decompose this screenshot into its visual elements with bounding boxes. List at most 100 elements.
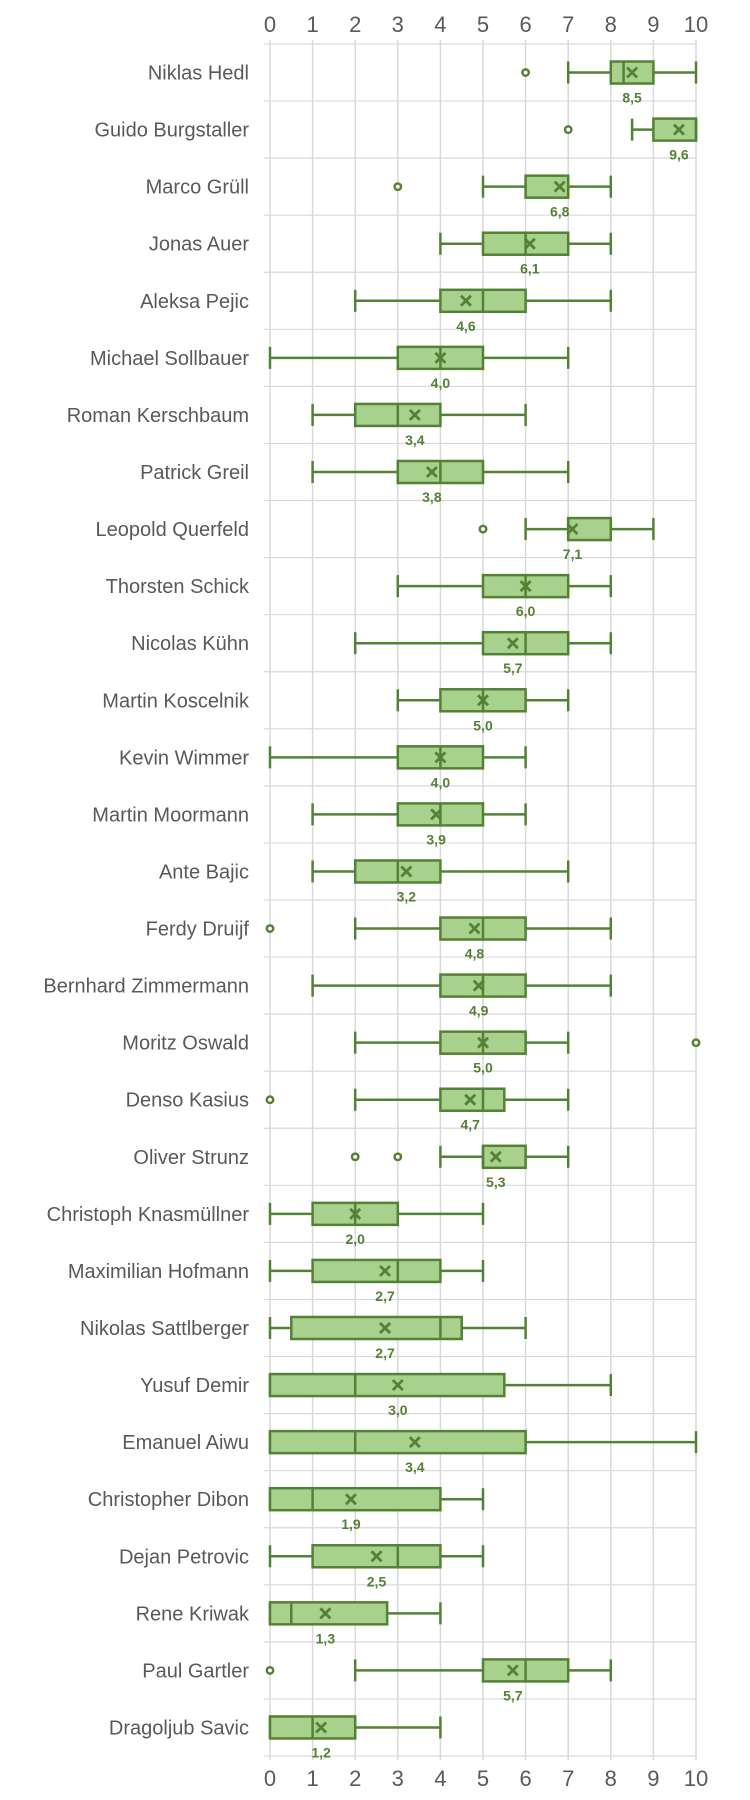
category-label: Aleksa Pejic: [140, 291, 249, 313]
mean-data-label: 5,7: [503, 1687, 523, 1703]
mean-marker: [379, 1264, 392, 1277]
x-tick-label-top: 1: [306, 12, 318, 37]
outlier-point: [265, 1095, 275, 1105]
mean-marker: [400, 865, 413, 878]
outlier-point: [691, 1038, 701, 1048]
category-label: Dejan Petrovic: [119, 1546, 249, 1568]
box-row: Kevin Wimmer 4,0: [119, 745, 527, 790]
mean-marker: [672, 123, 685, 136]
mean-marker: [477, 1036, 489, 1049]
box-row: Martin Koscelnik 5,0: [102, 688, 570, 733]
box-row: Oliver Strunz 5,3: [133, 1144, 570, 1190]
mean-marker: [408, 408, 421, 421]
category-label: Christopher Dibon: [88, 1489, 249, 1511]
box-row: Rene Kriwak 1,3: [136, 1601, 442, 1646]
x-tick-label-bottom: 7: [562, 1766, 574, 1791]
x-tick-label-top: 2: [349, 12, 361, 37]
x-tick-label-bottom: 8: [605, 1766, 617, 1791]
x-tick-label-bottom: 2: [349, 1766, 361, 1791]
mean-marker: [349, 1207, 362, 1220]
category-label: Niklas Hedl: [148, 63, 249, 85]
category-label: Martin Moormann: [92, 804, 249, 826]
mean-marker: [408, 1436, 421, 1449]
mean-marker: [434, 351, 447, 364]
mean-data-label: 5,7: [503, 660, 523, 676]
grid-layer: [264, 40, 697, 1760]
box-row: Thorsten Schick 6,0: [106, 573, 613, 619]
iqr-box: [524, 174, 570, 199]
category-label: Jonas Auer: [149, 234, 249, 256]
rows-layer: Niklas Hedl 8,5 Guido Burgstaller 9,6 Marco …: [43, 60, 701, 1760]
category-label: Denso Kasius: [126, 1090, 249, 1112]
mean-data-label: 6,0: [516, 603, 536, 619]
x-tick-label-top: 10: [684, 12, 708, 37]
x-tick-label-bottom: 3: [392, 1766, 404, 1791]
mean-data-label: 5,3: [486, 1174, 506, 1190]
x-tick-label-top: 6: [519, 12, 531, 37]
x-tick-label-top: 4: [434, 12, 446, 37]
category-label: Oliver Strunz: [133, 1147, 249, 1169]
category-label: Ferdy Druijf: [146, 919, 250, 941]
mean-marker: [379, 1322, 392, 1334]
mean-marker: [344, 1493, 357, 1506]
mean-data-label: 6,8: [550, 204, 570, 220]
iqr-box: [439, 1087, 506, 1112]
outlier-point: [563, 125, 573, 135]
mean-data-label: 1,2: [311, 1744, 331, 1760]
box-row: Ante Bajic 3,2: [159, 859, 570, 904]
outlier-point: [393, 182, 403, 192]
mean-marker: [319, 1607, 332, 1620]
category-label: Bernhard Zimmermann: [43, 976, 249, 998]
box-row: Christopher Dibon 1,9: [88, 1486, 485, 1532]
box-row: Marco Grüll 6,8: [146, 174, 613, 220]
x-tick-label-bottom: 5: [477, 1766, 489, 1791]
outlier-point: [478, 524, 488, 534]
category-label: Guido Burgstaller: [94, 120, 249, 142]
category-label: Emanuel Aiwu: [122, 1432, 249, 1454]
mean-data-label: 1,3: [316, 1630, 336, 1646]
category-label: Yusuf Demir: [140, 1375, 249, 1397]
outlier-point: [265, 1665, 275, 1675]
iqr-box: [290, 1315, 463, 1341]
mean-data-label: 3,9: [426, 831, 446, 847]
x-tick-label-top: 0: [264, 12, 276, 37]
outlier-point: [393, 1152, 403, 1162]
box-row: Nicolas Kühn 5,7: [131, 630, 613, 676]
category-label: Kevin Wimmer: [119, 747, 249, 769]
mean-marker: [468, 922, 481, 935]
box-row: Jonas Auer 6,1: [149, 231, 613, 277]
mean-data-label: 4,0: [431, 375, 451, 391]
box-row: Nikolas Sattlberger 2,7: [80, 1315, 527, 1361]
x-tick-label-top: 9: [647, 12, 659, 37]
mean-data-label: 3,4: [405, 432, 425, 448]
box-row: Patrick Greil 3,8: [140, 459, 570, 505]
mean-data-label: 4,8: [465, 946, 485, 962]
mean-data-label: 2,7: [375, 1345, 395, 1361]
box-row: Ferdy Druijf 4,8: [146, 916, 613, 962]
category-label: Dragoljub Savic: [109, 1717, 249, 1739]
box-row: Emanuel Aiwu 3,4: [122, 1429, 698, 1475]
mean-marker: [489, 1150, 502, 1163]
box-row: Niklas Hedl 8,5: [148, 60, 698, 106]
box-row: Martin Moormann 3,9: [92, 802, 527, 847]
iqr-box: [566, 516, 613, 542]
box-row: Roman Kerschbaum 3,4: [67, 402, 527, 448]
axis-layer: 0 0 1 1 2 2 3 3 4 4 5 5 6 6 7 7 8 8 9 9 10 10: [264, 12, 708, 1791]
category-label: Martin Koscelnik: [102, 690, 250, 712]
x-tick-label-bottom: 9: [647, 1766, 659, 1791]
mean-data-label: 1,9: [341, 1516, 361, 1532]
mean-data-label: 4,7: [460, 1117, 480, 1133]
iqr-box: [268, 1601, 389, 1626]
category-label: Nicolas Kühn: [131, 633, 249, 655]
mean-marker: [519, 580, 532, 593]
category-label: Nikolas Sattlberger: [80, 1318, 249, 1340]
mean-data-label: 2,7: [375, 1288, 395, 1304]
category-label: Michael Sollbauer: [90, 348, 249, 370]
box-row: Guido Burgstaller 9,6: [94, 117, 698, 163]
x-tick-label-top: 5: [477, 12, 489, 37]
category-label: Moritz Oswald: [122, 1033, 249, 1055]
mean-data-label: 3,2: [397, 888, 417, 904]
x-tick-label-bottom: 1: [306, 1766, 318, 1791]
category-label: Ante Bajic: [159, 861, 249, 883]
iqr-box: [268, 1429, 527, 1455]
